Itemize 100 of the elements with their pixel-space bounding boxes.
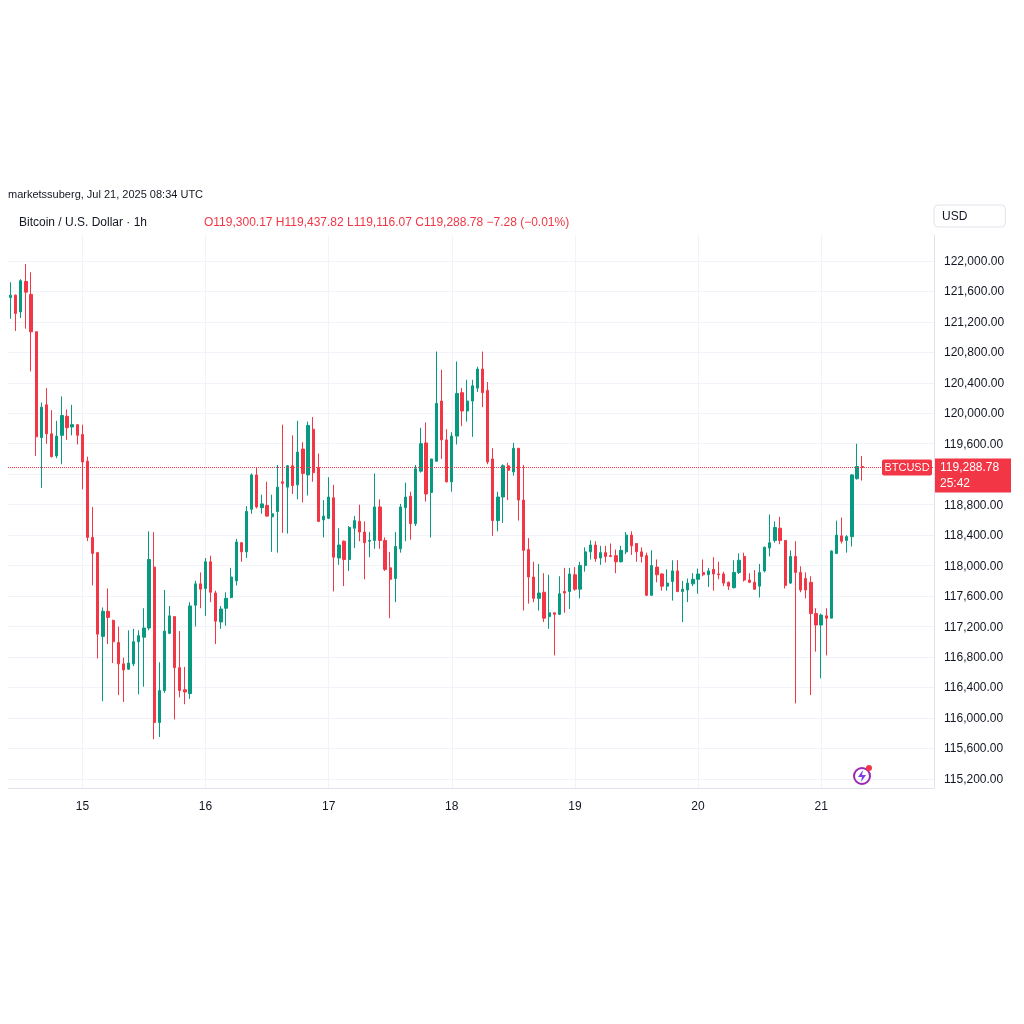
candlestick [676, 559, 679, 593]
candlestick [409, 491, 412, 541]
candlestick [163, 589, 166, 694]
candlestick [435, 351, 438, 462]
candlestick [845, 534, 848, 554]
x-tick-label: 17 [321, 799, 336, 813]
candlestick [204, 557, 207, 617]
y-tick-label: 122,000.00 [944, 253, 1005, 268]
candlestick [671, 559, 674, 602]
candlestick [707, 567, 710, 588]
y-tick-label: 116,400.00 [944, 680, 1004, 695]
y-tick-label: 118,800.00 [944, 497, 1004, 512]
y-tick-label: 116,000.00 [944, 710, 1004, 725]
candlestick [778, 516, 782, 545]
candlestick [630, 530, 633, 556]
candlestick [122, 657, 125, 703]
candlestick [466, 379, 469, 423]
candlestick [45, 387, 48, 445]
candlestick [727, 581, 730, 591]
candlestick [830, 549, 833, 619]
candlestick [450, 431, 453, 493]
candlestick [650, 549, 653, 597]
text: marketssuberg, Jul 21, 2025 08:34 UTC [8, 187, 204, 200]
candlestick [276, 464, 279, 554]
candlestick [127, 629, 130, 671]
candlestick [363, 520, 366, 580]
candlestick [9, 281, 12, 320]
candlestick [24, 263, 28, 330]
candlestick [14, 293, 17, 332]
candlestick [271, 494, 274, 553]
candlestick [640, 546, 643, 564]
candlestick [758, 563, 761, 599]
candlestick [722, 571, 725, 587]
chart-title: Bitcoin / U.S. Dollar · 1h [19, 215, 148, 229]
candlestick [404, 482, 407, 542]
candlestick [399, 503, 402, 554]
candlestick [183, 666, 187, 705]
candlestick [717, 561, 720, 580]
candlestick [584, 546, 587, 573]
candlestick [50, 409, 53, 458]
candlestick [794, 540, 797, 704]
candlestick [230, 567, 233, 599]
candlestick [578, 561, 582, 599]
candlestick [768, 514, 771, 557]
candlestick [153, 531, 156, 740]
y-tick-label: 116,800.00 [944, 649, 1004, 664]
candlestick [743, 552, 746, 583]
candlestick [342, 539, 346, 587]
candlestick [527, 537, 530, 605]
candlestick [568, 567, 571, 610]
candlestick [389, 551, 392, 619]
candlestick [486, 381, 489, 465]
candlestick [589, 539, 592, 560]
ref-line-label: BTCUSD [884, 461, 930, 474]
candlestick [471, 379, 474, 438]
x-tick-label: 19 [568, 799, 582, 813]
text: 25:42 [940, 476, 971, 491]
candlestick [430, 458, 433, 538]
candlestick [337, 527, 341, 566]
y-tick-label: 121,200.00 [944, 314, 1005, 329]
candlestick [240, 541, 243, 563]
candlestick [784, 539, 787, 589]
candlestick [209, 555, 212, 603]
candlestick [609, 542, 612, 558]
candlestick [173, 616, 176, 720]
y-axis-title: USD [942, 209, 968, 223]
candlestick [753, 569, 756, 591]
candlestick [773, 520, 777, 544]
candlestick [188, 601, 192, 700]
candlestick [29, 271, 33, 372]
y-tick-label: 115,600.00 [944, 741, 1004, 756]
candlestick [476, 366, 479, 393]
candlestick [460, 387, 464, 427]
candlestick [76, 424, 79, 445]
candlestick [199, 571, 202, 609]
y-tick-label: 118,400.00 [944, 528, 1004, 543]
candlestick [55, 420, 58, 459]
candlestick [763, 546, 766, 573]
candlestick [65, 408, 69, 441]
candlestick [712, 556, 715, 592]
candlestick [563, 567, 566, 614]
x-tick-label: 20 [691, 799, 706, 813]
candlestick [681, 580, 684, 623]
candlestick [327, 476, 330, 520]
candlestick [599, 545, 602, 566]
candlestick [158, 661, 161, 738]
y-tick-label: 120,000.00 [944, 406, 1005, 421]
x-tick-label: 16 [198, 799, 213, 813]
candlestick [645, 552, 648, 597]
candlestick [101, 606, 105, 702]
candlestick [214, 590, 217, 645]
candlestick [132, 628, 135, 667]
y-tick-label: 115,200.00 [944, 771, 1004, 786]
candlestick [604, 545, 607, 564]
candlestick [358, 504, 361, 542]
chart-subtitle: O119,300.17 H119,437.82 L119,116.07 C119,288.78 −7.28 (−0.01%) [204, 215, 570, 229]
candlestick [394, 531, 397, 603]
candlestick [748, 572, 751, 584]
candlestick [91, 506, 94, 586]
candlestick [19, 278, 22, 319]
